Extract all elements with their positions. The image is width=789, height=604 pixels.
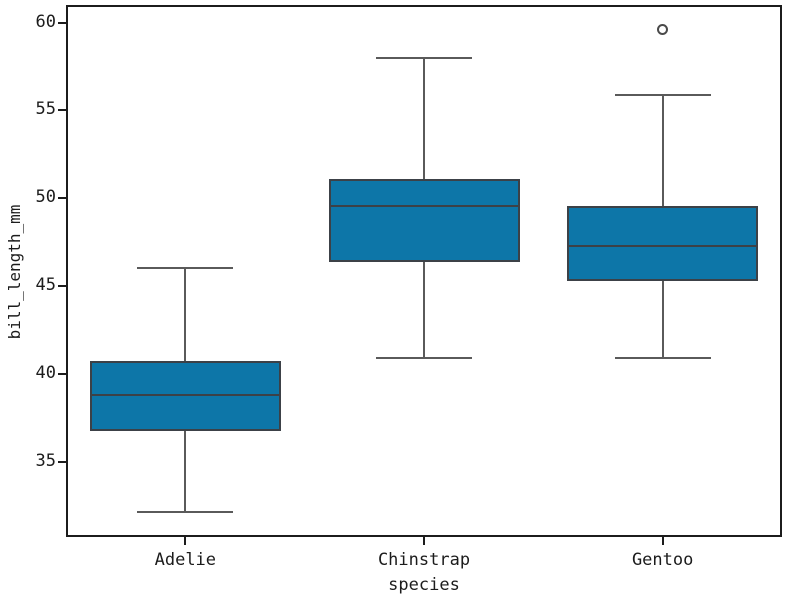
y-tick-label: 60 — [35, 11, 56, 32]
y-tick-mark — [58, 460, 66, 463]
lower-whisker — [184, 430, 187, 513]
median-line — [91, 393, 279, 396]
lower-whisker — [423, 262, 425, 358]
lower-whisker — [661, 280, 664, 358]
upper-whisker-cap — [376, 56, 472, 59]
lower-whisker-cap — [614, 356, 711, 359]
lower-whisker-cap — [376, 356, 472, 359]
outlier-point — [657, 24, 669, 36]
y-tick-label: 50 — [35, 187, 56, 208]
x-tick-mark — [184, 537, 187, 545]
y-tick-label: 45 — [35, 274, 56, 295]
y-tick-label: 35 — [35, 450, 56, 471]
x-axis-label: species — [388, 575, 460, 595]
x-tick-label: Adelie — [154, 550, 217, 570]
upper-whisker-cap — [137, 267, 234, 270]
box-chinstrap — [328, 179, 520, 263]
y-tick-mark — [58, 197, 66, 200]
x-tick-mark — [423, 537, 425, 545]
lower-whisker-cap — [137, 511, 234, 514]
y-tick-mark — [58, 21, 66, 24]
upper-whisker — [184, 268, 187, 361]
box-gentoo — [567, 206, 759, 281]
y-tick-mark — [58, 372, 66, 375]
plot-area — [66, 5, 782, 537]
y-tick-mark — [58, 109, 66, 112]
upper-whisker — [423, 57, 425, 180]
median-line — [330, 205, 518, 208]
median-line — [569, 244, 757, 247]
y-tick-label: 55 — [35, 99, 56, 120]
upper-whisker-cap — [614, 93, 711, 96]
x-tick-label: Gentoo — [631, 550, 694, 570]
y-tick-label: 40 — [35, 362, 56, 383]
y-tick-mark — [58, 284, 66, 287]
upper-whisker — [661, 94, 664, 207]
x-tick-mark — [661, 537, 664, 545]
y-axis-label: bill_length_mm — [5, 204, 24, 340]
x-tick-label: Chinstrap — [377, 550, 471, 570]
